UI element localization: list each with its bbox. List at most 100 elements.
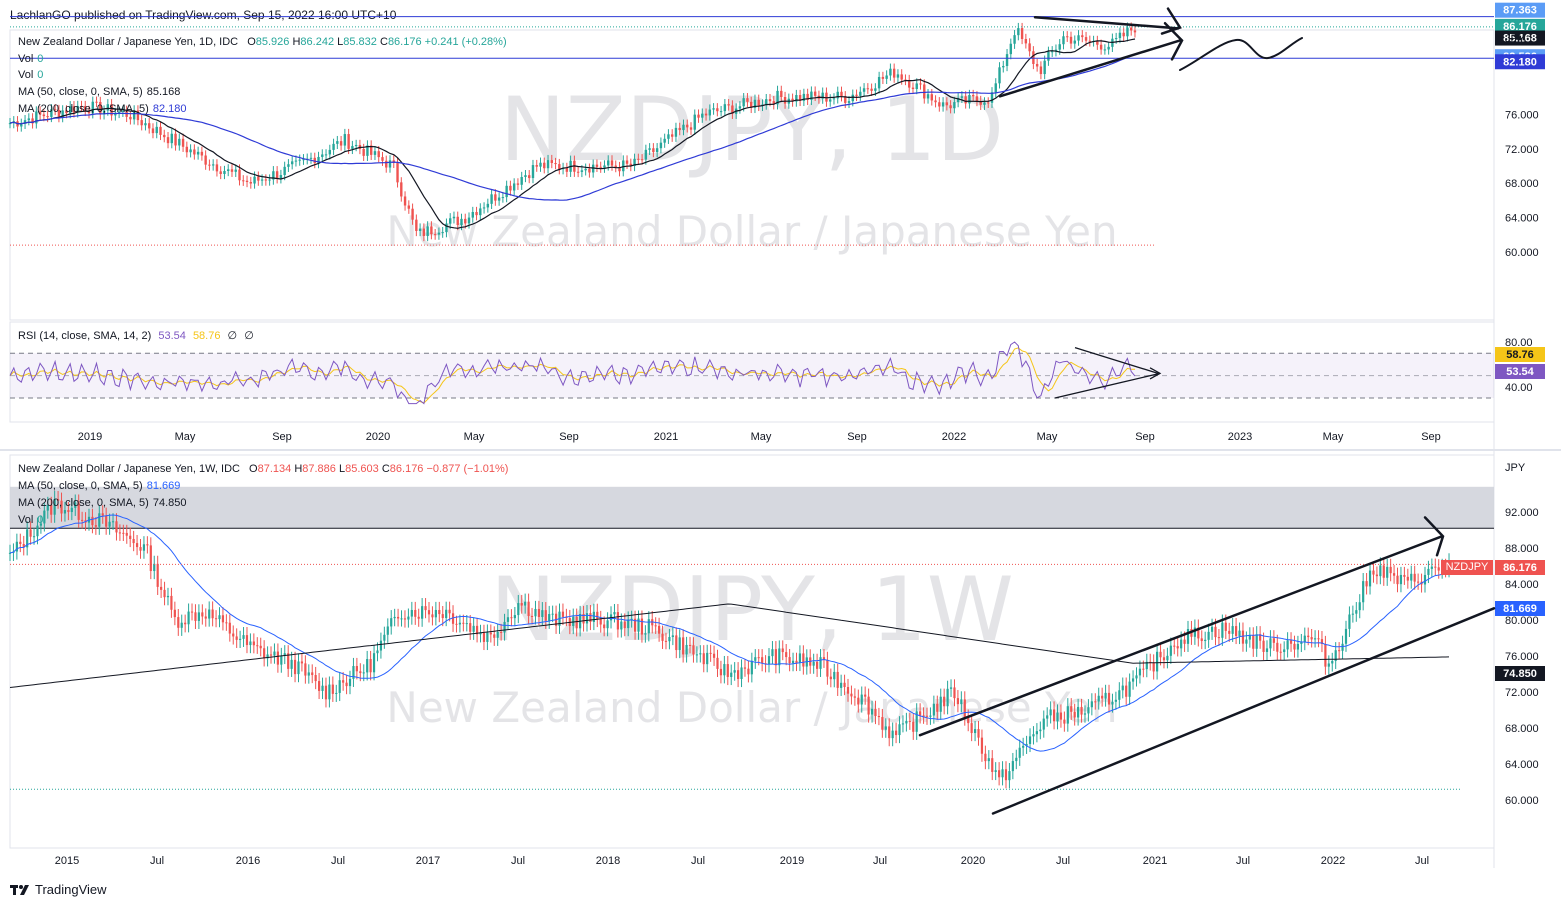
weekly-y-tick: 80.000	[1505, 615, 1539, 627]
weekly-candle	[633, 618, 637, 632]
weekly-candle	[1303, 635, 1306, 643]
weekly-candle	[266, 654, 269, 659]
daily-candle	[964, 96, 967, 104]
weekly-candle	[922, 715, 925, 717]
weekly-candle	[740, 667, 743, 679]
weekly-candle	[644, 633, 647, 635]
daily-ma200-legend[interactable]: MA (200, close, 0, SMA, 5) 82.180	[18, 103, 187, 115]
daily-ma50-legend[interactable]: MA (50, close, 0, SMA, 5) 85.168	[18, 86, 181, 98]
weekly-candle	[379, 640, 383, 651]
weekly-candle	[815, 661, 819, 669]
daily-title-legend: New Zealand Dollar / Japanese Yen, 1D, I…	[18, 36, 507, 49]
daily-candle	[253, 176, 256, 184]
weekly-candle	[754, 657, 757, 661]
daily-candle	[712, 108, 715, 110]
daily-candle	[516, 183, 520, 185]
daily-candle	[836, 91, 839, 99]
weekly-candle	[987, 758, 990, 762]
daily-candle	[765, 99, 768, 105]
weekly-candle	[1410, 573, 1413, 581]
daily-candle	[520, 177, 523, 185]
daily-candle	[877, 76, 881, 89]
daily-x-tick: Sep	[1135, 431, 1155, 443]
weekly-candle	[1080, 706, 1083, 715]
daily-x-tick: 2023	[1228, 431, 1252, 443]
daily-candle	[501, 197, 505, 199]
daily-candle	[1133, 30, 1137, 33]
daily-candle	[140, 120, 143, 126]
weekly-candle	[1307, 635, 1310, 638]
daily-candle	[670, 134, 674, 137]
weekly-ma200-legend[interactable]: MA (200, close, 0, SMA, 5) 74.850	[18, 497, 187, 509]
daily-candle	[1081, 35, 1084, 38]
daily-candle	[911, 87, 915, 90]
weekly-candle	[1341, 643, 1344, 651]
daily-candle	[155, 126, 158, 134]
daily-candle	[76, 105, 79, 113]
daily-candle	[1118, 32, 1122, 39]
publisher-line: LachlanGO published on TradingView.com, …	[10, 8, 397, 22]
daily-candle	[539, 162, 542, 167]
weekly-candle	[771, 649, 774, 657]
weekly-candle	[32, 536, 36, 538]
weekly-candle	[19, 541, 22, 545]
weekly-candle	[300, 661, 304, 664]
daily-candle	[949, 105, 952, 109]
weekly-candle	[1028, 736, 1032, 744]
tradingview-footer[interactable]: TradingView	[10, 882, 107, 897]
daily-candle	[983, 102, 986, 105]
weekly-candle	[29, 529, 32, 537]
rsi-legend[interactable]: RSI (14, close, SMA, 14, 2) 53.54 58.76 …	[18, 330, 254, 342]
weekly-candle	[366, 659, 369, 673]
weekly-candle	[1142, 668, 1145, 670]
weekly-candle	[1386, 566, 1389, 578]
daily-candle	[550, 160, 553, 164]
daily-price-tag	[1495, 54, 1545, 70]
daily-candle	[1107, 46, 1110, 50]
daily-candle	[870, 88, 873, 91]
daily-candle	[407, 205, 411, 209]
daily-candle	[862, 88, 866, 92]
daily-x-tick: May	[464, 431, 485, 443]
weekly-candle	[719, 668, 723, 676]
weekly-candle	[829, 676, 832, 680]
daily-candle	[576, 171, 580, 173]
weekly-candle	[946, 688, 949, 707]
weekly-candle	[160, 586, 163, 590]
weekly-candle	[795, 660, 798, 663]
weekly-candle	[190, 611, 194, 613]
weekly-candle	[778, 648, 781, 666]
weekly-x-tick: Jul	[150, 855, 164, 867]
daily-candle	[941, 102, 945, 107]
weekly-candle	[1403, 574, 1406, 577]
weekly-candle	[1125, 685, 1128, 697]
daily-candle	[987, 102, 990, 104]
weekly-candle	[853, 696, 856, 698]
weekly-ma50-legend[interactable]: MA (50, close, 0, SMA, 5) 81.669	[18, 480, 181, 492]
weekly-candle	[1231, 626, 1234, 634]
daily-candle	[211, 164, 215, 166]
weekly-candle	[678, 637, 681, 651]
daily-candle	[614, 165, 617, 168]
weekly-candle	[194, 612, 197, 621]
weekly-candle	[98, 513, 101, 527]
daily-candle	[1130, 27, 1133, 31]
weekly-candle	[1320, 639, 1324, 644]
weekly-candle	[1241, 630, 1245, 644]
weekly-candle	[1207, 631, 1210, 640]
daily-y-tick: 76.000	[1505, 109, 1539, 121]
weekly-candle	[177, 617, 180, 628]
weekly-candle	[108, 521, 111, 527]
weekly-candle	[1059, 712, 1063, 720]
daily-candle	[95, 101, 98, 103]
daily-x-tick: Sep	[559, 431, 579, 443]
weekly-candle	[448, 609, 451, 614]
weekly-candle	[1046, 715, 1049, 719]
weekly-candle	[201, 612, 204, 617]
daily-currency-label: JPY	[1505, 33, 1526, 45]
weekly-candle	[1008, 771, 1011, 781]
weekly-candle	[1001, 769, 1004, 778]
daily-candle	[136, 110, 140, 121]
daily-candle	[783, 97, 787, 104]
